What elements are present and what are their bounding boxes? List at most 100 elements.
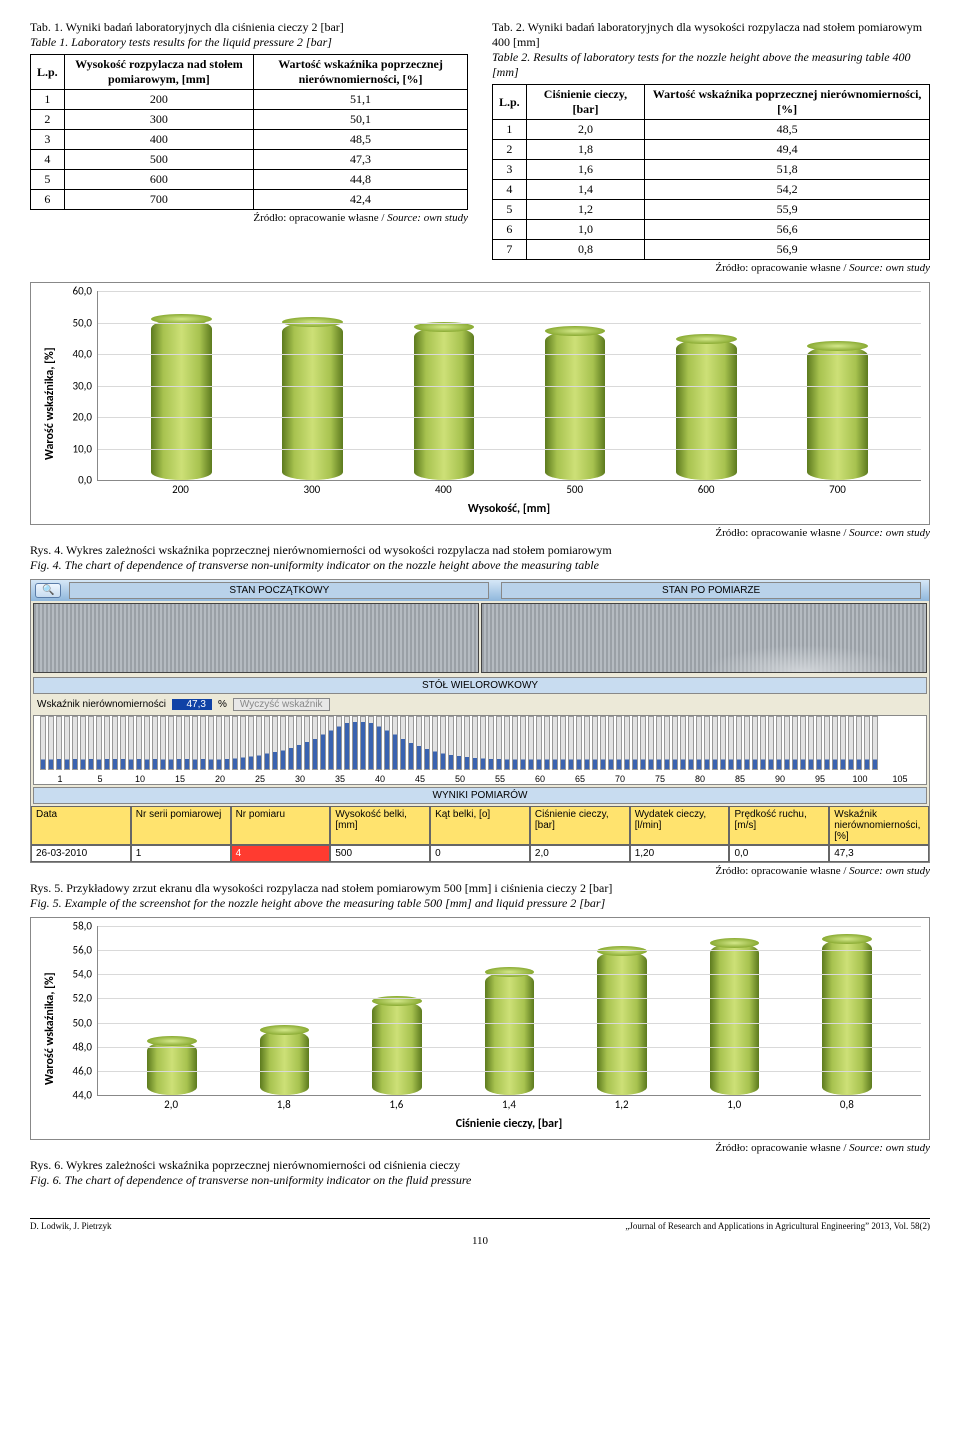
- ytick-label: 0,0: [78, 474, 98, 487]
- shot-col-header: Ciśnienie cieczy, [bar]: [530, 806, 630, 845]
- table-row: 61,056,6: [493, 220, 930, 240]
- tube: [200, 716, 206, 770]
- xtick-label: 1,2: [580, 1098, 662, 1111]
- tube: [744, 716, 750, 770]
- cell: 600: [64, 170, 253, 190]
- table2: L.p. Ciśnienie cieczy, [bar] Wartość wsk…: [492, 84, 930, 260]
- chart2-ylabel: Warość wskaźnika, [%]: [39, 926, 61, 1131]
- tube: [808, 716, 814, 770]
- tube: [208, 716, 214, 770]
- bar-column: [356, 926, 438, 1095]
- tube: [352, 716, 358, 770]
- xtick-label: 300: [261, 483, 362, 496]
- ind-clear-button[interactable]: Wyczyść wskaźnik: [233, 698, 330, 711]
- cell: 500: [64, 150, 253, 170]
- tube: [568, 716, 574, 770]
- scale-tick: 15: [160, 774, 200, 784]
- bar: [710, 943, 759, 1095]
- cell: 1,0: [526, 220, 645, 240]
- tube: [664, 716, 670, 770]
- cell: 56,9: [645, 240, 930, 260]
- table-row: 70,856,9: [493, 240, 930, 260]
- scan-right: [481, 603, 927, 673]
- c1-src-en: Source: own study: [849, 527, 930, 539]
- ytick-label: 44,0: [73, 1089, 98, 1102]
- tube: [224, 716, 230, 770]
- t1-h-h: Wysokość rozpylacza nad stołem pomiarowy…: [64, 55, 253, 90]
- tube: [472, 716, 478, 770]
- tube: [736, 716, 742, 770]
- gridline: [98, 926, 921, 927]
- s-src-pl: Źródło: opracowanie własne /: [715, 865, 849, 877]
- gridline: [98, 354, 921, 355]
- bar: [151, 319, 212, 480]
- xtick-label: 1,8: [243, 1098, 325, 1111]
- cell: 2,0: [526, 120, 645, 140]
- bar-column: [581, 926, 663, 1095]
- table-row: 12,048,5: [493, 120, 930, 140]
- tab1-caption: Tab. 1. Wyniki badań laboratoryjnych dla…: [30, 20, 468, 50]
- shot-col-value: 2,0: [530, 845, 630, 862]
- left-column: Tab. 1. Wyniki badań laboratoryjnych dla…: [30, 20, 468, 274]
- top-columns: Tab. 1. Wyniki badań laboratoryjnych dla…: [30, 20, 930, 274]
- shot-source: Źródło: opracowanie własne / Source: own…: [30, 865, 930, 877]
- tab2-cap-en: Table 2. Results of laboratory tests for…: [492, 50, 911, 79]
- tube: [216, 716, 222, 770]
- chart1-frame: Warość wskaźnika, [%] 0,010,020,030,040,…: [30, 282, 930, 525]
- tube: [704, 716, 710, 770]
- bar: [807, 346, 868, 480]
- tube: [48, 716, 54, 770]
- ytick-label: 54,0: [73, 968, 98, 981]
- tab2-cap-pl: Tab. 2. Wyniki badań laboratoryjnych dla…: [492, 20, 922, 49]
- cell: 3: [493, 160, 527, 180]
- tube: [504, 716, 510, 770]
- tube: [64, 716, 70, 770]
- ind-unit: %: [218, 699, 227, 710]
- scale-tick: 45: [400, 774, 440, 784]
- tube: [848, 716, 854, 770]
- chart1-source: Źródło: opracowanie własne / Source: own…: [30, 527, 930, 539]
- tube: [608, 716, 614, 770]
- cell: 3: [31, 130, 65, 150]
- shot-col-header: Prędkość ruchu, [m/s]: [729, 806, 829, 845]
- scale-tick: 10: [120, 774, 160, 784]
- scan-row: [31, 601, 929, 675]
- gridline: [98, 291, 921, 292]
- t1-h-lp: L.p.: [31, 55, 65, 90]
- ytick-label: 56,0: [73, 944, 98, 957]
- chart1-xlabel: Wysokość, [mm]: [97, 502, 921, 516]
- cell: 5: [31, 170, 65, 190]
- tube: [768, 716, 774, 770]
- tube: [496, 716, 502, 770]
- cell: 1,8: [526, 140, 645, 160]
- cell: 6: [493, 220, 527, 240]
- src-pl: Źródło: opracowanie własne /: [253, 212, 387, 224]
- cell: 7: [493, 240, 527, 260]
- zoom-icon[interactable]: 🔍: [35, 583, 61, 598]
- cell: 0,8: [526, 240, 645, 260]
- tube: [184, 716, 190, 770]
- ytick-label: 46,0: [73, 1064, 98, 1077]
- xtick-label: 400: [393, 483, 494, 496]
- tab1-cap-pl: Tab. 1. Wyniki badań laboratoryjnych dla…: [30, 20, 344, 34]
- tube: [288, 716, 294, 770]
- indicator-row: Wskaźnik nierównomierności 47,3 % Wyczyś…: [31, 696, 929, 713]
- tube: [264, 716, 270, 770]
- gridline: [98, 998, 921, 999]
- table1: L.p. Wysokość rozpylacza nad stołem pomi…: [30, 54, 468, 210]
- cell: 47,3: [254, 150, 468, 170]
- ind-value: 47,3: [172, 699, 212, 710]
- tube: [800, 716, 806, 770]
- tube: [176, 716, 182, 770]
- tube: [168, 716, 174, 770]
- table-row: 450047,3: [31, 150, 468, 170]
- bar: [282, 322, 343, 480]
- cell: 44,8: [254, 170, 468, 190]
- tube: [872, 716, 878, 770]
- tube-scale: 1510152025303540455055606570758085909510…: [34, 774, 926, 784]
- bar-column: [468, 926, 550, 1095]
- fig6-en: Fig. 6. The chart of dependence of trans…: [30, 1173, 471, 1187]
- scan-left: [33, 603, 479, 673]
- tube: [560, 716, 566, 770]
- scale-tick: 85: [720, 774, 760, 784]
